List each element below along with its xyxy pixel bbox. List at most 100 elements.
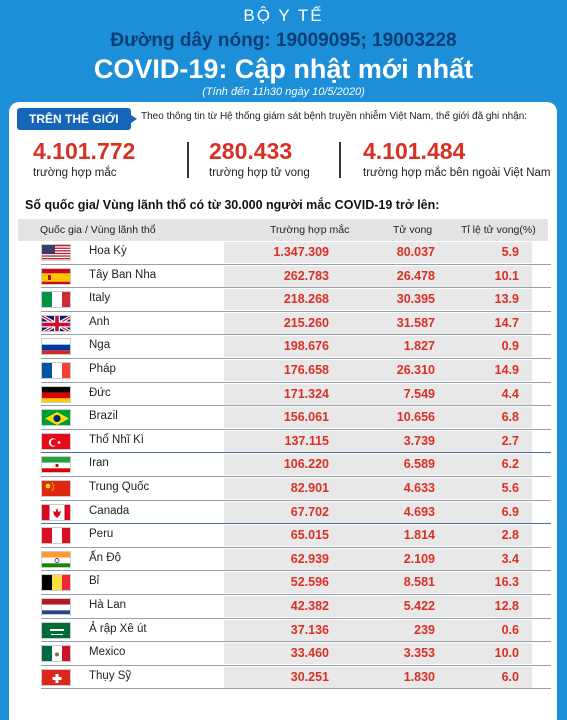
header-country: Quốc gia / Vùng lãnh thổ [40, 224, 156, 236]
cases-value: 62.939 [290, 551, 329, 566]
table-row: Brazil 156.061 10.656 6.8 [9, 406, 557, 430]
table-row: Ả rập Xê út 37.136 239 0.6 [9, 619, 557, 643]
world-cases-stat: 4.101.772 trường hợp mắc [33, 138, 135, 179]
row-divider [41, 334, 551, 336]
deaths-value: 7.549 [403, 386, 435, 401]
value-band [224, 477, 532, 499]
world-deaths-value: 280.433 [209, 138, 293, 164]
row-divider [41, 523, 551, 525]
cases-value: 198.676 [283, 339, 329, 354]
rate-value: 2.7 [501, 433, 519, 448]
rate-value: 14.9 [494, 362, 519, 377]
country-name: Bỉ [89, 575, 100, 588]
deaths-value: 2.109 [403, 551, 435, 566]
table-row: Peru 65.015 1.814 2.8 [9, 524, 557, 548]
deaths-value: 30.395 [396, 292, 435, 307]
deaths-value: 5.422 [403, 598, 435, 613]
deaths-value: 8.581 [403, 575, 435, 590]
rate-value: 0.9 [501, 339, 519, 354]
rate-value: 6.9 [501, 504, 519, 519]
cases-value: 33.460 [290, 646, 329, 661]
cases-value: 215.260 [283, 315, 329, 330]
value-band [224, 454, 532, 476]
table-row: Canada 67.702 4.693 6.9 [9, 501, 557, 525]
value-band [224, 619, 532, 641]
row-divider [41, 546, 551, 548]
value-band [224, 595, 532, 617]
table-row: Pháp 176.658 26.310 14.9 [9, 359, 557, 383]
cases-value: 65.015 [290, 528, 329, 543]
deaths-value: 31.587 [396, 315, 435, 330]
canada-flag [41, 503, 71, 521]
row-divider [41, 593, 551, 595]
value-band [224, 383, 532, 405]
table-row: Tây Ban Nha 262.783 26.478 10.1 [9, 265, 557, 289]
rate-value: 2.8 [501, 528, 519, 543]
rate-value: 10.0 [494, 646, 519, 661]
cases-value: 262.783 [283, 268, 329, 283]
spain-flag [41, 267, 71, 285]
table-row: Anh 215.260 31.587 14.7 [9, 312, 557, 336]
country-name: Thụy Sỹ [89, 669, 132, 682]
table-row: Thổ Nhĩ Kì 137.115 3.739 2.7 [9, 430, 557, 454]
cases-value: 156.061 [283, 410, 329, 425]
country-name: Ả rập Xê út [89, 622, 147, 635]
world-outside-label: trường hợp mắc bên ngoài Việt Nam [363, 167, 551, 179]
row-divider [41, 452, 551, 454]
row-divider [41, 287, 551, 289]
table-row: Đức 171.324 7.549 4.4 [9, 383, 557, 407]
deaths-value: 4.693 [403, 504, 435, 519]
deaths-value: 3.353 [403, 646, 435, 661]
netherlands-flag [41, 597, 71, 615]
mexico-flag [41, 645, 71, 663]
rate-value: 6.0 [501, 669, 519, 684]
value-band [224, 430, 532, 452]
row-divider [41, 664, 551, 666]
cases-value: 176.658 [283, 362, 329, 377]
value-band [224, 242, 532, 263]
rate-value: 5.9 [501, 245, 519, 259]
row-divider [41, 381, 551, 383]
turkey-flag [41, 432, 71, 450]
table-row: Italy 218.268 30.395 13.9 [9, 288, 557, 312]
country-name: Nga [89, 339, 111, 352]
header-deaths: Tử vong [393, 224, 433, 236]
world-outside-stat: 4.101.484 trường hợp mắc bên ngoài Việt … [363, 138, 551, 179]
table-row: Hoa Kỳ 1.347.309 80.037 5.9 [9, 241, 557, 265]
value-band [224, 548, 532, 570]
row-divider [41, 263, 551, 265]
row-divider [41, 310, 551, 312]
deaths-value: 10.656 [396, 410, 435, 425]
country-name: Anh [89, 315, 110, 328]
page-title: COVID-19: Cập nhật mới nhất [93, 54, 474, 84]
country-name: Brazil [89, 410, 118, 423]
rate-value: 4.4 [501, 386, 519, 401]
cases-value: 82.901 [290, 480, 329, 495]
deaths-value: 1.814 [403, 528, 435, 543]
table-row: Trung Quốc 82.901 4.633 5.6 [9, 477, 557, 501]
cases-value: 52.596 [290, 575, 329, 590]
rate-value: 16.3 [494, 575, 519, 590]
country-name: Italy [89, 292, 111, 305]
peru-flag [41, 527, 71, 545]
value-band [224, 501, 532, 523]
deaths-value: 26.478 [396, 268, 435, 283]
rate-value: 0.6 [501, 622, 519, 637]
cases-value: 67.702 [290, 504, 329, 519]
world-tag: TRÊN THẾ GIỚI [17, 108, 137, 130]
iran-flag [41, 456, 71, 474]
cases-value: 171.324 [283, 386, 329, 401]
table-row: Ấn Độ 62.939 2.109 3.4 [9, 548, 557, 572]
country-name: Peru [89, 528, 114, 541]
row-divider [41, 617, 551, 619]
update-time: (Tính đến 11h30 ngày 10/5/2020) [202, 86, 365, 98]
table-row: Nga 198.676 1.827 0.9 [9, 335, 557, 359]
world-deaths-label: trường hợp tử vong [209, 167, 310, 179]
value-band [224, 265, 532, 287]
cases-value: 37.136 [290, 622, 329, 637]
world-intro: Theo thông tin từ Hệ thống giám sát bệnh… [141, 111, 528, 122]
deaths-value: 1.827 [403, 339, 435, 354]
rate-value: 6.8 [501, 410, 519, 425]
country-name: Ấn Độ [89, 551, 121, 564]
row-divider [41, 641, 551, 643]
